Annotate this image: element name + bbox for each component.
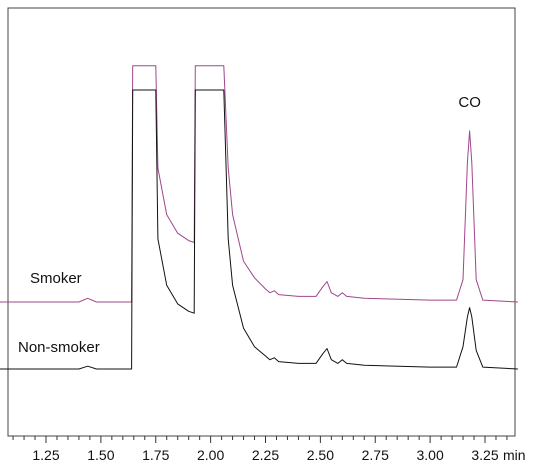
x-tick-label: 2.50 [307, 447, 334, 463]
x-tick-label: 1.75 [142, 447, 169, 463]
x-tick-label: 3.00 [417, 447, 444, 463]
series-line-smoker [0, 65, 518, 303]
series-label-smoker: Smoker [30, 270, 82, 287]
peak-label-co: CO [458, 94, 481, 111]
x-axis-ticks [12, 436, 508, 443]
traces [0, 65, 518, 370]
x-tick-label: 2.25 [252, 447, 279, 463]
x-tick-label: 2.75 [362, 447, 389, 463]
x-tick-label: 3.25 [471, 447, 498, 463]
x-axis-unit: min [503, 447, 526, 463]
x-tick-label: 1.50 [87, 447, 114, 463]
series-line-non-smoker [0, 89, 518, 370]
x-tick-label: 1.25 [32, 447, 59, 463]
plot-frame [7, 7, 516, 437]
series-label-non-smoker: Non-smoker [18, 339, 100, 356]
x-tick-label: 2.00 [197, 447, 224, 463]
x-axis-tick-labels: 1.25 1.50 1.75 2.00 2.25 2.50 2.75 3.00 3.25 [32, 447, 498, 463]
